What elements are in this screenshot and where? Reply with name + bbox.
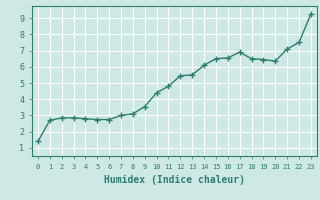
X-axis label: Humidex (Indice chaleur): Humidex (Indice chaleur) bbox=[104, 175, 245, 185]
